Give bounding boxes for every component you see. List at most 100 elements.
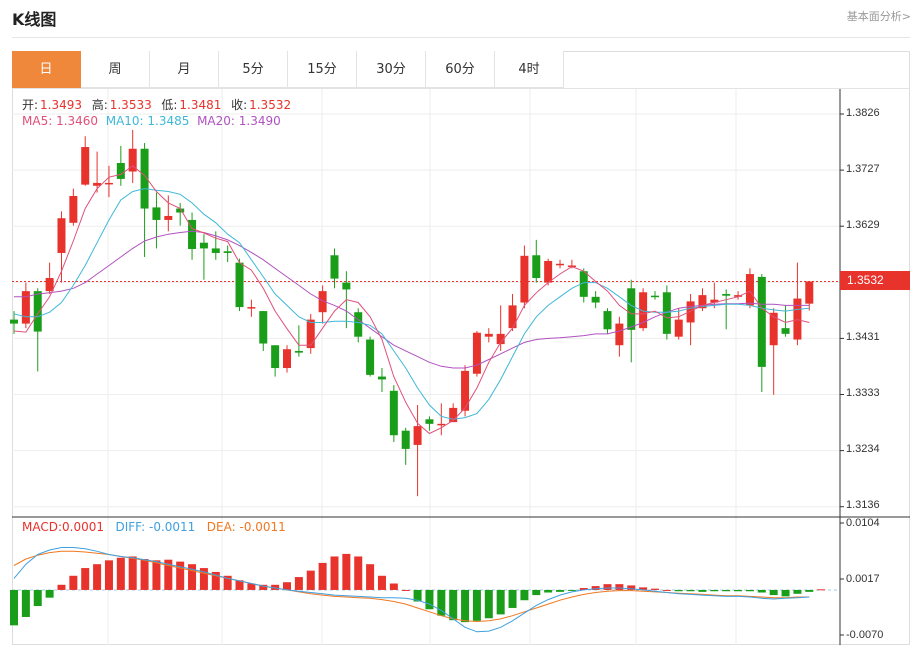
tab-30min[interactable]: 30分 xyxy=(357,51,426,88)
candle-body xyxy=(152,207,161,220)
macd-bar xyxy=(508,589,517,608)
macd-bar xyxy=(793,589,802,594)
macd-bar xyxy=(698,589,707,592)
fundamental-analysis-link[interactable]: 基本面分析> xyxy=(846,10,911,23)
macd-bar xyxy=(532,589,541,596)
y-tick-label: 1.3727 xyxy=(846,163,880,175)
macd-bar xyxy=(722,589,731,592)
diff-line xyxy=(13,547,810,633)
macd-bar xyxy=(579,588,588,590)
current-price-tag: 1.3532 xyxy=(840,271,910,290)
macd-bar xyxy=(69,575,78,590)
macd-bar xyxy=(627,585,636,590)
candle-body xyxy=(769,312,778,346)
candle-body xyxy=(722,293,731,296)
tab-15min[interactable]: 15分 xyxy=(288,51,357,88)
macd-bar xyxy=(294,577,303,590)
macd-bar xyxy=(805,589,814,592)
candle-body xyxy=(556,263,565,266)
candle-body xyxy=(104,182,113,185)
low-value: 1.3481 xyxy=(179,98,222,112)
macd-bar xyxy=(283,582,292,590)
candle-body xyxy=(294,350,303,353)
candle-body xyxy=(757,276,766,367)
macd-bar xyxy=(662,589,671,591)
macd-bar xyxy=(116,557,125,590)
candle-body xyxy=(10,319,18,324)
ma20-value: 1.3490 xyxy=(238,114,281,128)
macd-bar xyxy=(615,584,624,590)
ma5-line xyxy=(13,165,810,435)
ma20-line xyxy=(14,230,810,369)
macd-value: 0.0001 xyxy=(62,520,105,534)
macd-bar xyxy=(674,589,683,592)
candle-body xyxy=(401,430,410,449)
macd-bar xyxy=(152,560,161,590)
candle-body xyxy=(377,376,386,380)
candle-body xyxy=(81,147,90,185)
candle-body xyxy=(437,423,446,426)
candle-body xyxy=(45,278,54,292)
macd-bar xyxy=(104,560,113,590)
candle-body xyxy=(69,196,78,223)
candle-body xyxy=(484,333,493,337)
candle-body xyxy=(781,328,790,334)
macd-label: MACD: xyxy=(22,520,63,534)
candle-body xyxy=(116,162,125,179)
macd-bar xyxy=(496,589,505,615)
candle-body xyxy=(199,242,208,249)
y-tick-label: 1.3431 xyxy=(846,331,880,343)
tab-5min[interactable]: 5分 xyxy=(219,51,288,88)
macd-bar xyxy=(45,589,54,598)
ma10-label: MA10: xyxy=(105,114,144,128)
macd-bar xyxy=(140,559,149,590)
candle-body xyxy=(33,291,42,332)
macd-bar xyxy=(484,589,493,619)
ma5-value: 1.3460 xyxy=(56,114,99,128)
diff-label: DIFF: xyxy=(115,520,146,534)
macd-tick-label: -0.0070 xyxy=(846,629,884,641)
macd-bar xyxy=(781,589,790,597)
candle-body xyxy=(271,345,280,369)
close-label: 收: xyxy=(231,98,248,112)
tab-4hour[interactable]: 4时 xyxy=(495,51,564,88)
candle-body xyxy=(413,426,422,445)
candle-body xyxy=(615,323,624,346)
candle-body xyxy=(603,311,612,330)
macd-bar xyxy=(686,589,695,592)
macd-bar xyxy=(211,571,220,590)
y-tick-label: 1.3629 xyxy=(846,219,880,231)
macd-bar xyxy=(769,589,778,596)
macd-bar xyxy=(544,589,553,593)
candle-body xyxy=(128,148,137,172)
macd-bar xyxy=(318,562,327,590)
macd-bar xyxy=(330,556,339,590)
y-tick-label: 1.3136 xyxy=(846,499,880,511)
candle-body xyxy=(211,248,220,253)
ohlc-readout: 开: 1.3493 高: 1.3533 低: 1.3481 收: 1.3532 xyxy=(22,96,293,113)
macd-bar xyxy=(176,561,185,590)
high-label: 高: xyxy=(91,98,108,112)
candle-body xyxy=(318,291,327,313)
macd-bar xyxy=(520,589,529,601)
tab-60min[interactable]: 60分 xyxy=(426,51,495,88)
macd-bar xyxy=(639,587,648,590)
tab-day[interactable]: 日 xyxy=(12,51,81,88)
open-value: 1.3493 xyxy=(40,98,83,112)
macd-bar xyxy=(413,589,422,602)
macd-bar xyxy=(591,586,600,590)
candle-body xyxy=(532,255,541,279)
ma10-value: 1.3485 xyxy=(147,114,190,128)
tab-month[interactable]: 月 xyxy=(150,51,219,88)
tab-week[interactable]: 周 xyxy=(81,51,150,88)
macd-bar xyxy=(199,568,208,590)
candle-body xyxy=(591,296,600,303)
candle-body xyxy=(520,255,529,303)
page-title: K线图 xyxy=(12,10,57,29)
macd-bar xyxy=(354,556,363,590)
macd-tick-label: 0.0104 xyxy=(846,517,880,529)
close-value: 1.3532 xyxy=(249,98,292,112)
macd-bar xyxy=(21,589,30,617)
candle-body xyxy=(306,319,315,349)
